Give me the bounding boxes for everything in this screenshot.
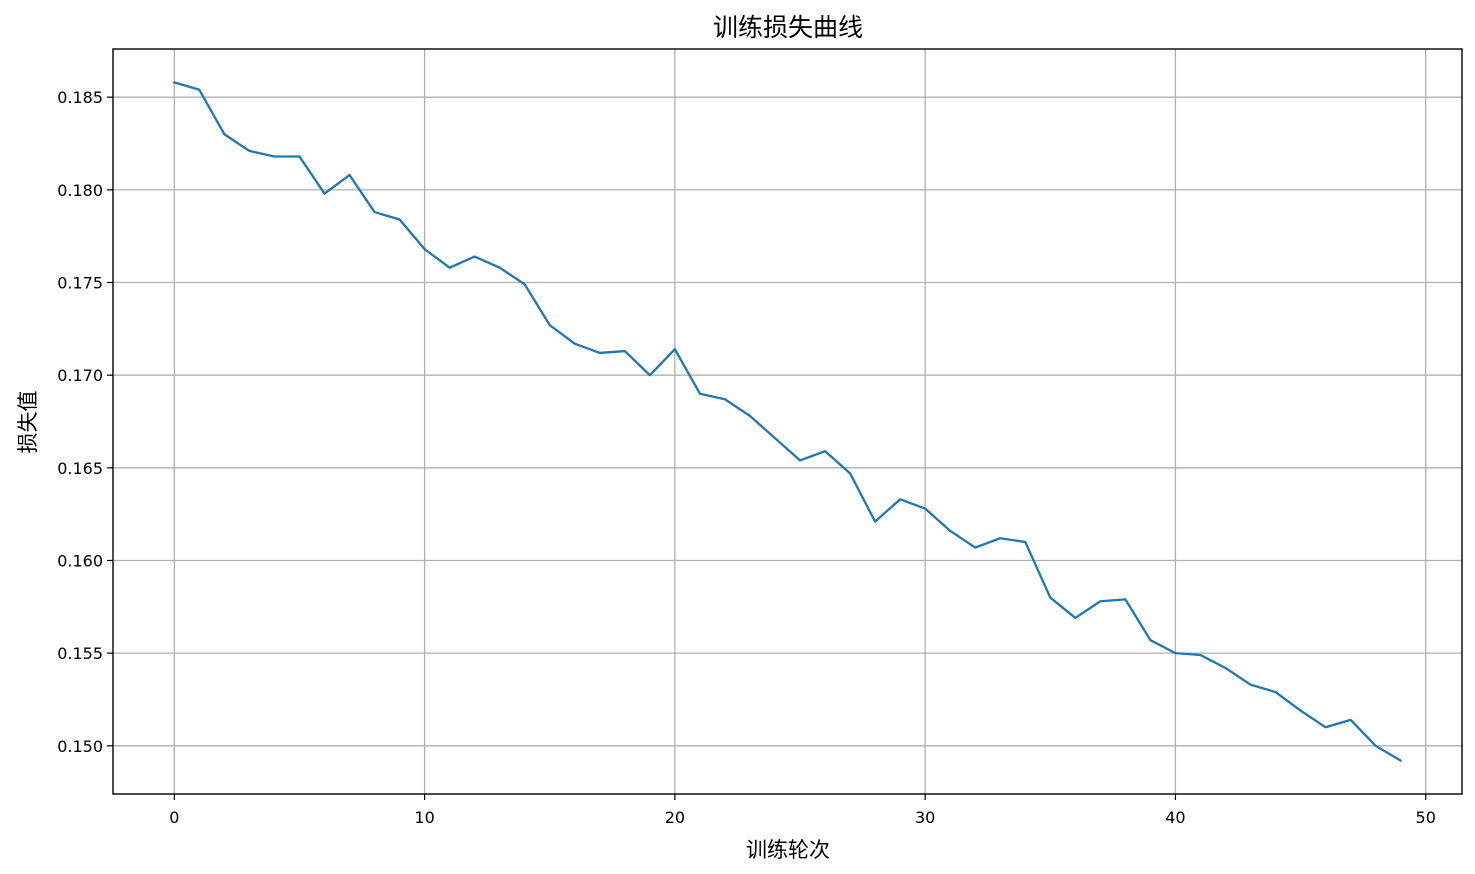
plot-frame	[112, 48, 1463, 795]
y-tick-label: 0.150	[57, 737, 103, 756]
x-tick-label: 10	[414, 808, 434, 827]
x-axis: 0 10 20 30 40 50	[169, 794, 1436, 827]
x-tick-label: 30	[915, 808, 935, 827]
y-axis-label: 损失值	[16, 391, 40, 454]
x-tick-label: 50	[1416, 808, 1436, 827]
y-tick-label: 0.155	[57, 644, 103, 663]
y-tick-label: 0.165	[57, 459, 103, 478]
y-tick-label: 0.180	[57, 181, 103, 200]
y-tick-label: 0.185	[57, 88, 103, 107]
y-tick-label: 0.160	[57, 551, 103, 570]
y-tick-label: 0.175	[57, 274, 103, 293]
y-axis: 0.150 0.155 0.160 0.165 0.170 0.175 0.180 0.185	[57, 88, 113, 756]
series-layer	[173, 81, 1402, 762]
chart-title: 训练损失曲线	[713, 13, 863, 42]
x-tick-label: 40	[1165, 808, 1185, 827]
x-axis-label: 训练轮次	[746, 838, 830, 862]
grid	[113, 49, 1462, 794]
loss-series-line	[173, 81, 1402, 762]
x-tick-label: 0	[169, 808, 179, 827]
y-tick-label: 0.170	[57, 366, 103, 385]
x-tick-label: 20	[665, 808, 685, 827]
